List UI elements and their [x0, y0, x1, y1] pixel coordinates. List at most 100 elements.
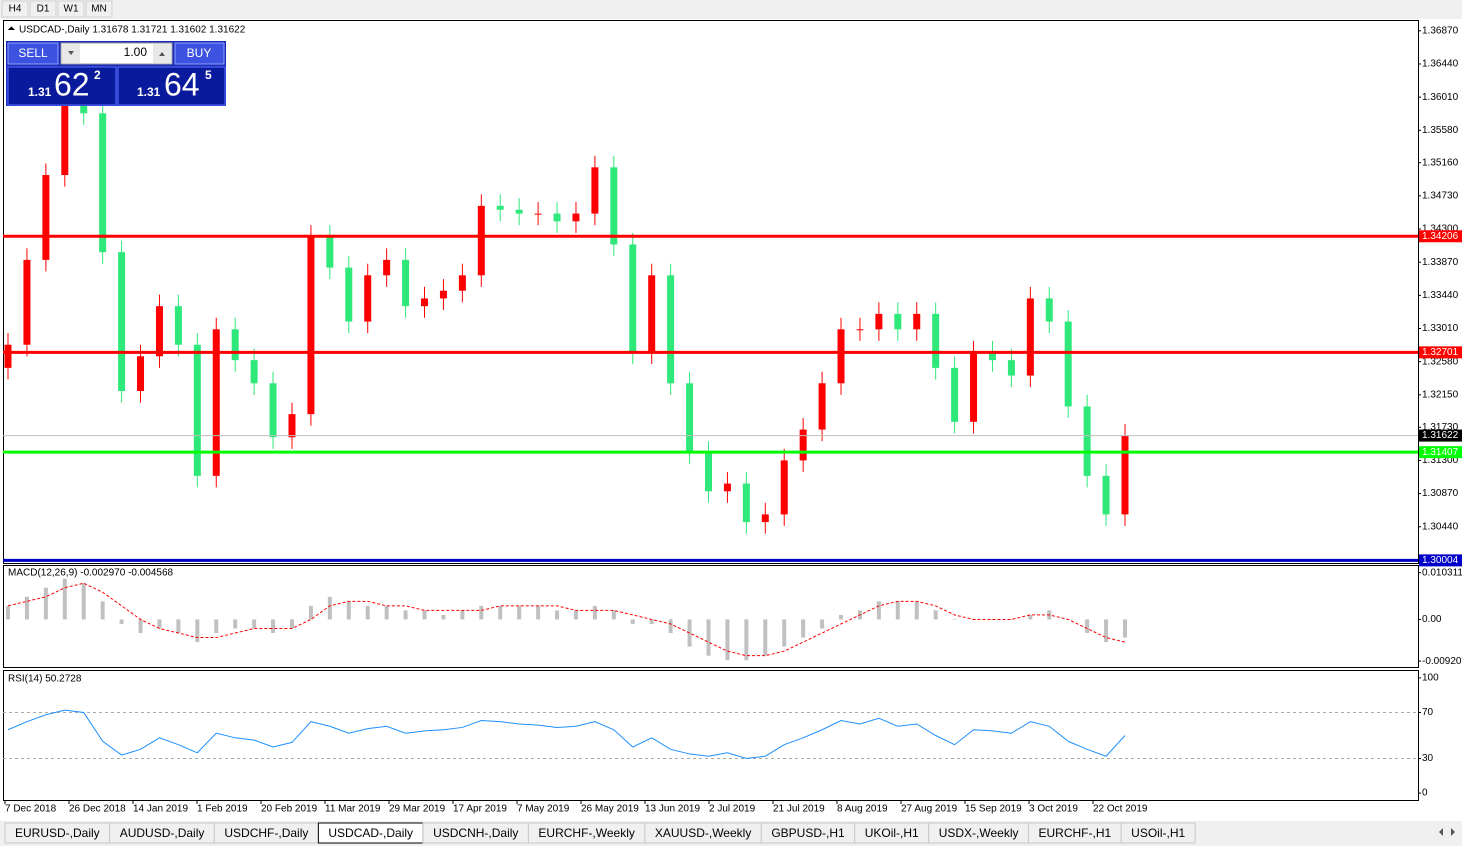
macd-bar	[252, 619, 257, 629]
candle-body	[61, 105, 69, 176]
macd-bar	[308, 605, 313, 620]
lot-value[interactable]: 1.00	[124, 45, 148, 59]
level-tag	[1419, 230, 1462, 243]
bid-box[interactable]	[7, 66, 117, 106]
ask-box[interactable]	[117, 66, 226, 106]
candle-body	[970, 352, 978, 422]
macd-bar	[952, 619, 957, 620]
x-tick-label: 11 Mar 2019	[325, 804, 381, 815]
macd-bar	[498, 605, 503, 620]
symbol-tab-label[interactable]: AUDUSD-,Daily	[120, 826, 205, 840]
macd-bar	[763, 619, 768, 656]
sell-button[interactable]	[7, 42, 59, 65]
macd-bar	[1123, 619, 1127, 638]
macd-bar	[611, 610, 616, 620]
y-tick-label: 1.31300	[1422, 455, 1459, 466]
macd-bar	[536, 605, 541, 620]
symbol-tab-label[interactable]: USDCAD-,Daily	[328, 826, 413, 840]
candle-body	[212, 329, 220, 476]
y-tick-label: 0.00	[1422, 614, 1442, 625]
candle-body	[988, 352, 996, 361]
symbol-tab-label[interactable]: USDCNH-,Daily	[433, 826, 518, 840]
macd-bar	[138, 619, 143, 634]
candle-body	[761, 514, 769, 523]
macd-bar	[839, 614, 844, 620]
symbol-tab-label[interactable]: EURCHF-,H1	[1039, 826, 1112, 840]
candle-body	[345, 267, 353, 322]
x-tick-label: 15 Sep 2019	[965, 804, 1022, 815]
candle-body	[515, 209, 523, 214]
macd-bar	[1104, 619, 1109, 643]
candle-body	[1064, 321, 1072, 407]
timeframe-button[interactable]	[1, 0, 29, 18]
macd-bar	[933, 610, 938, 620]
macd-bar	[43, 587, 48, 620]
macd-bar	[914, 601, 919, 620]
y-tick-label: -0.009203	[1422, 656, 1462, 667]
symbol-tab-label[interactable]: USOil-,H1	[1131, 826, 1185, 840]
timeframe-label[interactable]: MN	[91, 4, 107, 15]
y-tick-label: 1.34730	[1422, 190, 1459, 201]
candle-body	[1026, 298, 1034, 376]
last-price-tag	[1419, 429, 1462, 442]
symbol-tab-label[interactable]: USDCHF-,Daily	[224, 826, 308, 840]
symbol-tab[interactable]	[1120, 822, 1196, 844]
symbol-tab-label[interactable]: UKOil-,H1	[865, 826, 919, 840]
timeframe-button[interactable]	[85, 0, 113, 18]
x-tick-label: 21 Jul 2019	[773, 804, 825, 815]
up-arrow	[159, 52, 165, 56]
macd-bar	[555, 610, 560, 620]
x-tick-label: 29 Mar 2019	[389, 804, 446, 815]
y-tick-label: 30	[1422, 753, 1434, 764]
buy-button[interactable]	[174, 42, 225, 65]
bid-big: 1.31	[28, 85, 52, 99]
tab-scroll-left[interactable]	[1439, 828, 1443, 836]
timeframe-label[interactable]: D1	[37, 4, 50, 15]
candle-body	[780, 460, 788, 515]
sell-label[interactable]: SELL	[18, 46, 48, 60]
collapse-icon[interactable]	[7, 26, 15, 31]
macd-bar	[1085, 619, 1090, 634]
symbol-tab-label[interactable]: XAUUSD-,Weekly	[655, 826, 751, 840]
macd-bar	[1009, 619, 1014, 620]
macd-bar	[668, 619, 673, 634]
rsi-frame	[3, 670, 1419, 801]
macd-bar	[820, 619, 825, 629]
macd-bar	[592, 605, 597, 620]
y-tick-label: 1.32580	[1422, 356, 1459, 367]
macd-bar	[214, 619, 219, 634]
symbol-tab-label[interactable]: EURCHF-,Weekly	[538, 826, 634, 840]
y-tick-label: 100	[1422, 673, 1439, 684]
candle-body	[648, 275, 656, 353]
candle-body	[496, 205, 504, 210]
x-tick-label: 2 Jul 2019	[709, 804, 756, 815]
candle-body	[1121, 435, 1129, 515]
tab-scroll-right[interactable]	[1451, 828, 1455, 836]
timeframe-button[interactable]	[29, 0, 57, 18]
trade-panel: SELL 1.00 BUY 1.31 62 2 1.31 64 5	[6, 41, 226, 106]
macd-bar	[876, 601, 881, 620]
candle-body	[250, 360, 258, 384]
bid-pips: 62	[54, 66, 90, 102]
symbol-tab-label[interactable]: EURUSD-,Daily	[15, 826, 100, 840]
macd-bar	[422, 610, 427, 620]
buy-label[interactable]: BUY	[187, 46, 212, 60]
candle-body	[307, 236, 315, 415]
timeframe-label[interactable]: W1	[64, 4, 79, 15]
symbol-tab-label[interactable]: GBPUSD-,H1	[771, 826, 845, 840]
x-tick-label: 26 Dec 2018	[69, 804, 126, 815]
candle-body	[856, 329, 864, 331]
lot-field[interactable]	[60, 42, 173, 65]
y-tick-label: 0.010311	[1422, 567, 1462, 578]
timeframe-label[interactable]: H4	[9, 4, 22, 15]
x-tick-label: 1 Feb 2019	[197, 804, 248, 815]
macd-bar	[327, 596, 332, 620]
macd-bar	[706, 619, 711, 656]
symbol-tab-label[interactable]: USDX-,Weekly	[939, 826, 1019, 840]
macd-bar	[100, 601, 105, 620]
ask-big: 1.31	[137, 85, 161, 99]
candle-body	[894, 313, 902, 330]
y-tick-label: 0	[1422, 788, 1428, 799]
timeframe-button[interactable]	[57, 0, 85, 18]
